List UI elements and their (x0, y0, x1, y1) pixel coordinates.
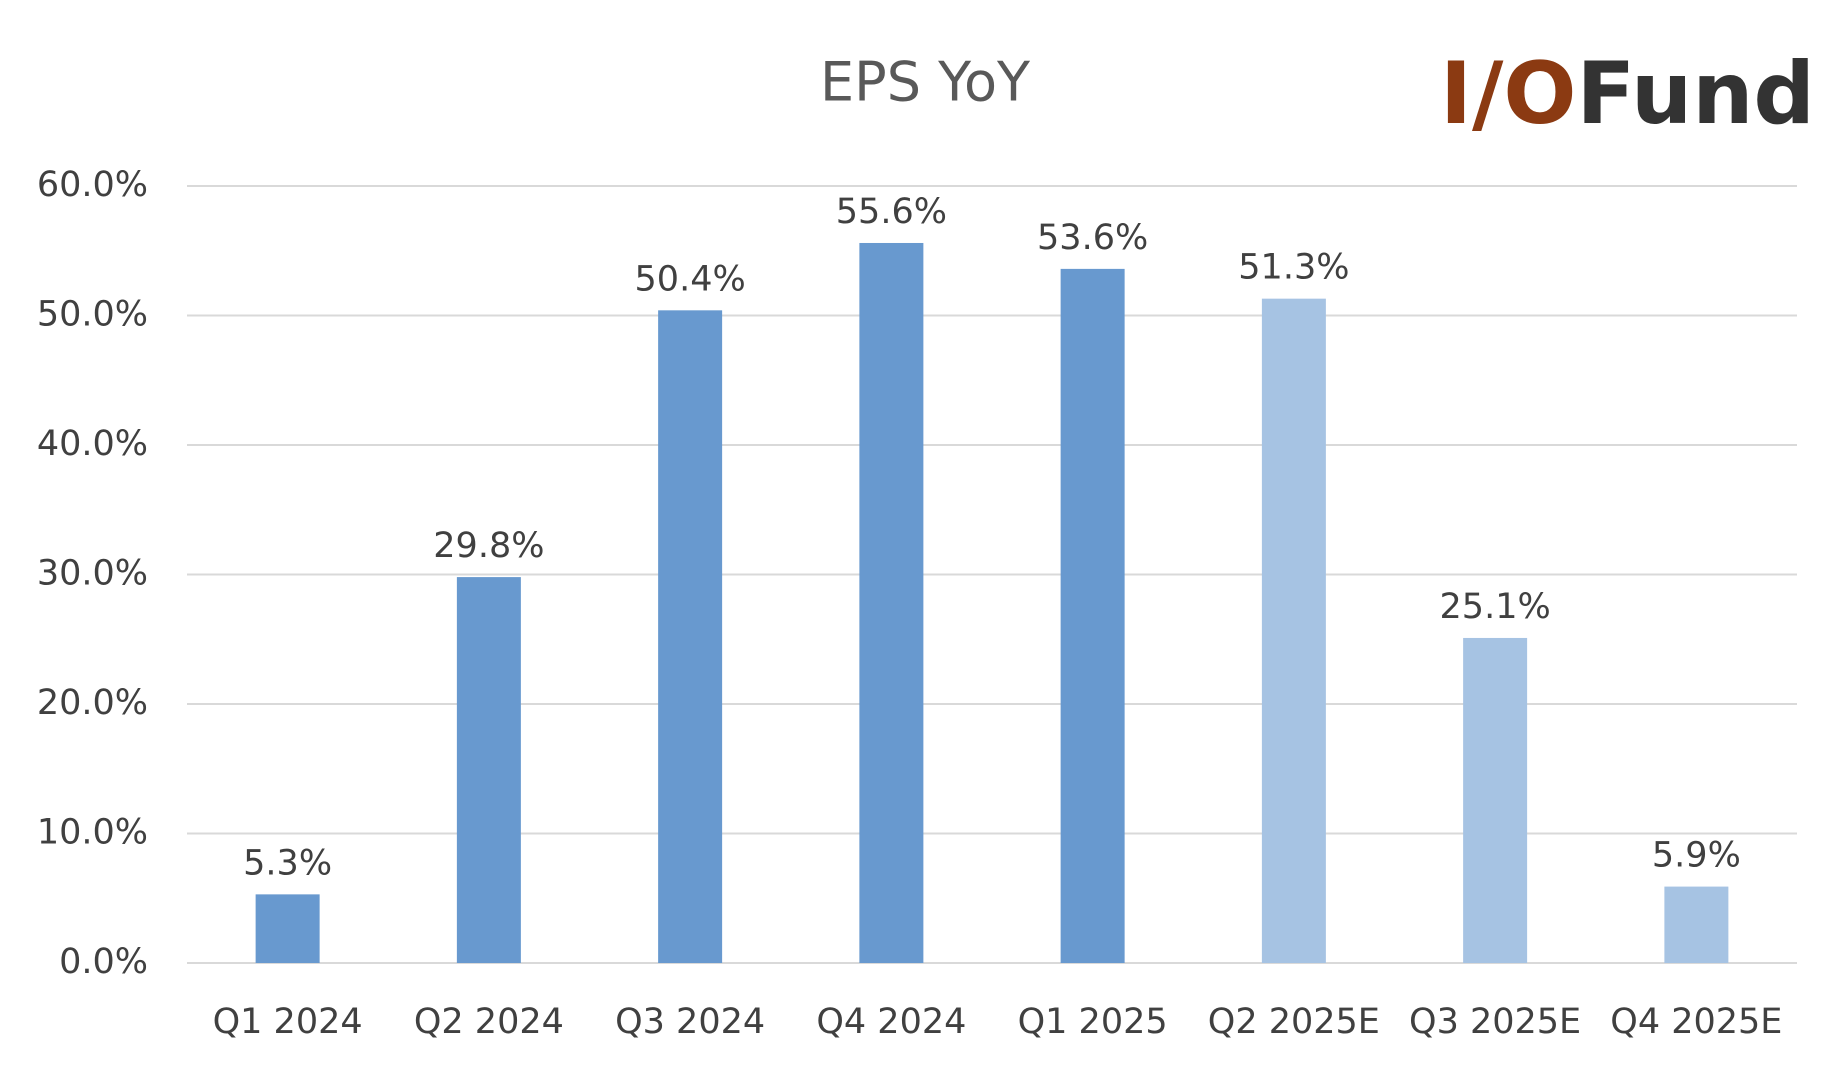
y-tick-label: 40.0% (37, 424, 148, 464)
x-tick-label: Q1 2024 (213, 1002, 363, 1042)
y-tick-label: 0.0% (59, 942, 148, 982)
bar (456, 577, 521, 963)
value-label: 5.3% (243, 843, 332, 883)
x-tick-label: Q3 2024 (615, 1002, 765, 1042)
bar (1060, 268, 1125, 963)
value-label: 29.8% (433, 526, 544, 566)
logo-part: Fund (1577, 44, 1815, 144)
bar (1261, 298, 1326, 963)
bar (1664, 886, 1729, 963)
bar (1463, 637, 1528, 963)
y-tick-label: 60.0% (37, 165, 148, 205)
logo-part: I/O (1440, 44, 1577, 144)
value-label: 50.4% (635, 259, 746, 299)
chart-title: EPS YoY (820, 51, 1031, 114)
value-label: 51.3% (1238, 248, 1349, 288)
x-tick-label: Q2 2024 (414, 1002, 564, 1042)
y-tick-label: 10.0% (37, 813, 148, 853)
value-label: 53.6% (1037, 218, 1148, 258)
x-tick-label: Q1 2025 (1018, 1002, 1168, 1042)
value-label: 5.9% (1652, 836, 1741, 876)
y-tick-label: 50.0% (37, 295, 148, 335)
x-tick-label: Q4 2025E (1610, 1002, 1782, 1042)
x-tick-label: Q4 2024 (816, 1002, 966, 1042)
y-tick-label: 20.0% (37, 683, 148, 723)
logo: I/OFund (1440, 44, 1815, 144)
bar (859, 242, 924, 964)
y-tick-label: 30.0% (37, 554, 148, 594)
bar (658, 310, 723, 963)
bar (255, 894, 320, 963)
value-label: 55.6% (836, 192, 947, 232)
x-tick-label: Q3 2025E (1409, 1002, 1581, 1042)
x-tick-label: Q2 2025E (1208, 1002, 1380, 1042)
value-label: 25.1% (1440, 587, 1551, 627)
